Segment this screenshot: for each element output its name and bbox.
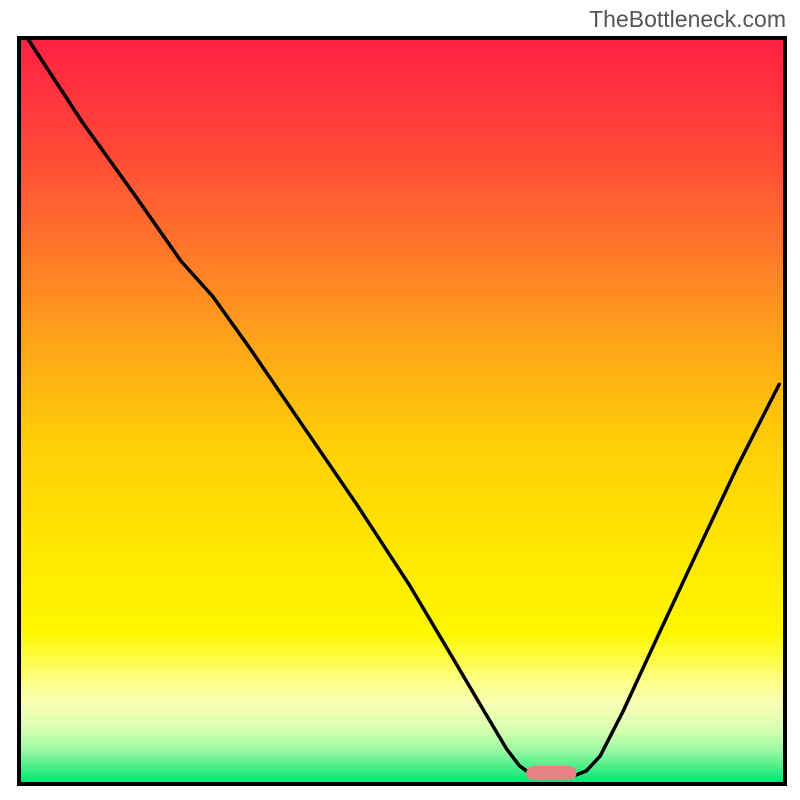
chart-container: TheBottleneck.com [0,0,800,800]
plot-area [17,36,787,786]
minimum-marker [526,766,576,780]
gradient-background [21,40,783,782]
attribution-text: TheBottleneck.com [589,6,786,33]
plot-svg [17,36,787,786]
